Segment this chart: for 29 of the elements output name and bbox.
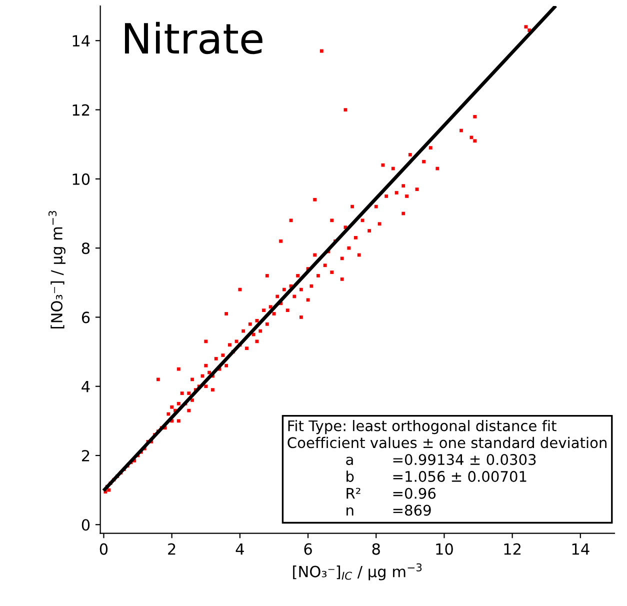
x-tick-label: 8 (372, 543, 380, 555)
y-tick-label: 14 (72, 35, 90, 46)
y-tick-label: 0 (82, 519, 90, 531)
x-tick-label: 6 (304, 543, 312, 555)
annotation: =0.99134 ± 0.0303 (393, 454, 536, 466)
y-tick-label: 8 (82, 242, 90, 254)
annotation: =1.056 ± 0.00701 (393, 470, 526, 482)
x-tick-label: 4 (236, 543, 244, 555)
y-tick-label: 2 (82, 450, 90, 462)
x-tick-label: 2 (168, 543, 176, 555)
y-axis-title: [NO₃⁻] / µg m$^{−3}$ (48, 211, 66, 328)
x-tick-label: 14 (572, 543, 590, 555)
x-tick-label: 10 (436, 543, 453, 555)
y-tick-label: 4 (82, 381, 90, 392)
annotation: R² (346, 488, 360, 499)
annotation: =869 (393, 504, 431, 516)
annotation: a (346, 456, 353, 466)
y-tick-label: 10 (72, 173, 90, 185)
x-tick-label: 0 (100, 543, 108, 555)
x-tick-label: 12 (504, 543, 521, 555)
x-axis-title: [NO₃⁻]$_{IC}$ / µg m$^{−3}$ (293, 563, 422, 580)
annotation: b (346, 470, 354, 482)
y-tick-label: 12 (72, 104, 90, 116)
y-tick-label: 6 (82, 312, 90, 324)
annotation: n (346, 507, 354, 516)
annotation: =0.96 (393, 488, 436, 499)
annotation: Coefficient values ± one standard deviation (288, 436, 606, 448)
annotation: Fit Type: least orthogonal distance fit (288, 420, 556, 434)
chart-title: Nitrate (124, 22, 262, 54)
